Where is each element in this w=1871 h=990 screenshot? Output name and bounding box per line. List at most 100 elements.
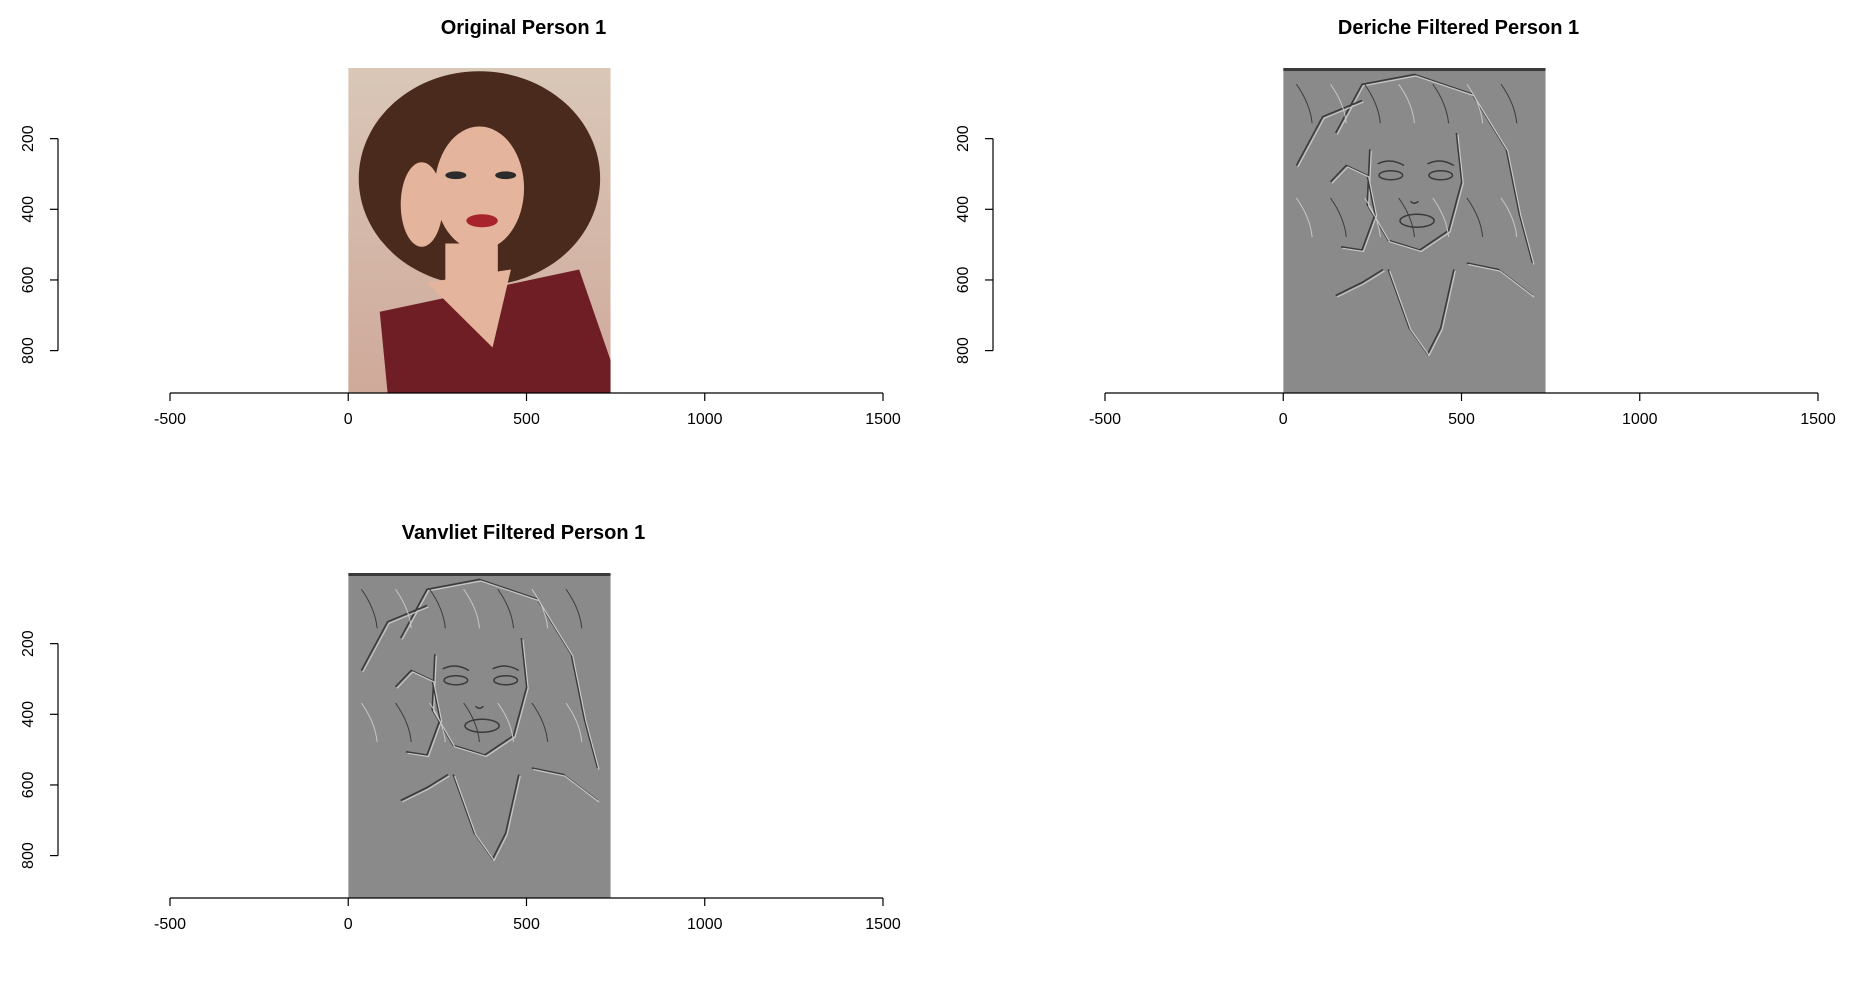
relief-hair-strand — [1295, 83, 1313, 124]
photo-face — [434, 126, 525, 250]
relief-edge-dark — [1335, 268, 1384, 297]
relief-hair-strand — [497, 702, 515, 743]
relief-nose — [1409, 200, 1419, 204]
relief-hair-strand — [1330, 83, 1347, 124]
y-tick-label: 600 — [955, 267, 972, 294]
relief-hair-strand — [429, 588, 446, 629]
photo-lips — [466, 214, 498, 228]
chart-panel-vanvliet: Vanvliet Filtered Person 1 -500 0 500 1000 15… — [0, 505, 935, 990]
relief-edge-light — [396, 671, 443, 758]
chart-svg-vanvliet: Vanvliet Filtered Person 1 -500 0 500 1000 15… — [20, 522, 901, 933]
relief-hair-strand — [1364, 83, 1381, 124]
x-tick-label: 1000 — [1622, 411, 1658, 428]
y-axis: 200 400 600 800 — [955, 125, 994, 364]
y-axis: 200 400 600 800 — [20, 630, 59, 869]
photo-neckline — [426, 269, 511, 348]
relief-edge-light — [1468, 263, 1535, 298]
x-axis: -500 0 500 1000 1500 — [154, 392, 901, 428]
relief-hair-strand — [463, 702, 480, 743]
relief-edge-light — [1389, 270, 1456, 357]
relief-edge-light — [1368, 134, 1464, 253]
relief-edge-light — [401, 775, 450, 803]
relief-hair-strand — [1432, 197, 1450, 238]
x-tick-label: 1000 — [687, 916, 723, 933]
plot-image — [1283, 68, 1546, 393]
relief-edge-dark — [431, 637, 528, 756]
relief-hair-strand — [565, 588, 583, 629]
x-tick-label: -500 — [154, 411, 186, 428]
relief-hair-strand — [395, 702, 412, 743]
relief-edge-dark — [360, 604, 428, 671]
filtered-top-edge — [348, 573, 611, 576]
y-tick-label: 400 — [20, 196, 37, 223]
relief-hair-strand — [1432, 83, 1450, 124]
chart-title: Original Person 1 — [441, 17, 607, 39]
x-tick-label: 1500 — [865, 411, 901, 428]
relief-eye — [1378, 169, 1404, 181]
relief-hair-strand — [531, 588, 549, 629]
chart-svg-deriche: Deriche Filtered Person 1 -500 0 500 1000 150… — [955, 17, 1836, 428]
relief-hair-strand — [1500, 197, 1518, 238]
relief-eye — [1428, 169, 1454, 181]
relief-edge-light — [362, 606, 429, 673]
relief-hair-strand — [360, 588, 378, 629]
photo-hand — [400, 162, 443, 247]
photo-eye — [445, 171, 467, 180]
x-tick-label: 500 — [513, 916, 540, 933]
relief-edge-light — [1336, 270, 1385, 298]
relief-hair-strand — [463, 588, 480, 629]
relief-edge-light — [533, 768, 600, 803]
chart-panel-original: Original Person 1 -500 0 500 1000 1500 200 400 6… — [0, 0, 935, 485]
x-tick-label: -500 — [154, 916, 186, 933]
x-tick-label: 500 — [513, 411, 540, 428]
x-axis: -500 0 500 1000 1500 — [1089, 392, 1836, 428]
x-tick-label: 500 — [1448, 411, 1475, 428]
x-tick-label: 0 — [344, 411, 353, 428]
y-tick-label: 400 — [20, 701, 37, 728]
relief-nose — [474, 705, 484, 709]
y-tick-label: 200 — [955, 125, 972, 152]
relief-hair-strand — [1295, 197, 1313, 238]
y-tick-label: 600 — [20, 772, 37, 799]
relief-edge-dark — [1334, 73, 1534, 264]
chart-title: Deriche Filtered Person 1 — [1338, 17, 1579, 39]
y-tick-label: 800 — [20, 337, 37, 364]
relief-hair-strand — [565, 702, 583, 743]
relief-brow — [492, 665, 520, 672]
x-tick-label: 1500 — [1800, 411, 1836, 428]
relief-brow — [1427, 160, 1455, 167]
x-tick-label: -500 — [1089, 411, 1121, 428]
plot-image — [348, 573, 611, 898]
y-tick-label: 200 — [20, 630, 37, 657]
relief-edge-light — [433, 639, 529, 758]
relief-edge-light — [1297, 101, 1364, 168]
x-tick-label: 1000 — [687, 411, 723, 428]
relief-brow — [442, 665, 470, 672]
relief-hair-strand — [1466, 197, 1484, 238]
relief-hair-strand — [531, 702, 549, 743]
relief-hair-strand — [1398, 83, 1415, 124]
y-tick-label: 200 — [20, 125, 37, 152]
relief-hair-strand — [429, 702, 446, 743]
relief-hair-strand — [1466, 83, 1484, 124]
relief-lips — [464, 718, 500, 733]
y-tick-label: 600 — [20, 267, 37, 294]
relief-edge-dark — [394, 669, 441, 756]
chart-svg-original: Original Person 1 -500 0 500 1000 1500 200 400 6… — [20, 17, 901, 428]
relief-hair-strand — [1398, 197, 1415, 238]
relief-edge-dark — [1329, 164, 1376, 251]
relief-edge-light — [1331, 166, 1378, 253]
relief-brow — [1377, 160, 1405, 167]
relief-edge-dark — [1366, 132, 1463, 251]
relief-edge-dark — [1295, 99, 1363, 166]
relief-hair-strand — [497, 588, 515, 629]
relief-hair-strand — [1330, 197, 1347, 238]
x-tick-label: 1500 — [865, 916, 901, 933]
x-tick-label: 0 — [1279, 411, 1288, 428]
y-axis: 200 400 600 800 — [20, 125, 59, 364]
relief-eye — [443, 674, 469, 686]
relief-hair-strand — [395, 588, 412, 629]
chart-title: Vanvliet Filtered Person 1 — [402, 522, 645, 544]
y-tick-label: 800 — [955, 337, 972, 364]
relief-hair-strand — [1364, 197, 1381, 238]
